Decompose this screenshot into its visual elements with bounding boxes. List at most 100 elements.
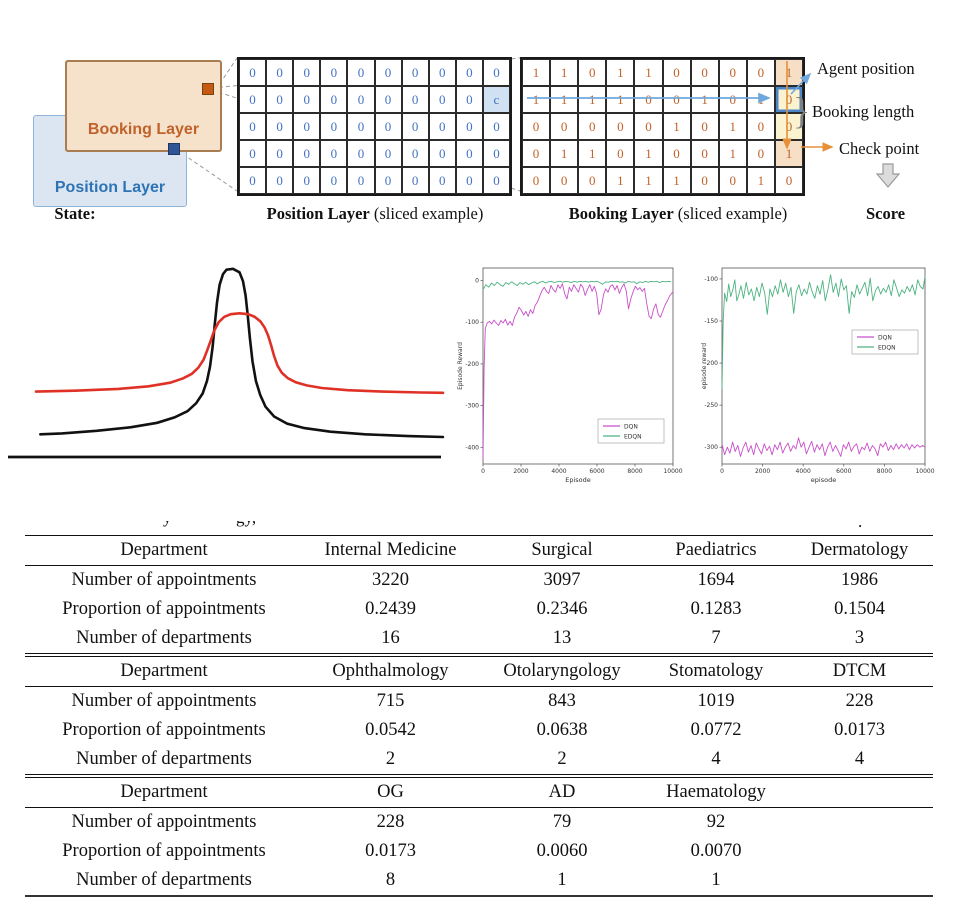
table-header-cell: Department xyxy=(25,535,303,566)
table-row: Proportion of appointments 0.2439 0.2346 0.… xyxy=(25,595,933,624)
grid-cell-r0c2: 0 xyxy=(578,59,607,86)
grid-cell-r4c7: 0 xyxy=(428,167,456,194)
grid-cell-r1c3: 1 xyxy=(606,86,635,113)
grid-cell-r3c5: 0 xyxy=(662,140,691,167)
curve-red-curve xyxy=(34,311,445,395)
table-cell: 16 xyxy=(381,628,400,648)
grid-cell-r0c2: 0 xyxy=(293,59,321,86)
schematic-distribution-plot xyxy=(8,267,445,459)
table-cell: Proportion of appointments xyxy=(62,841,266,861)
grid-cell-r4c3: 1 xyxy=(606,167,635,194)
grid-cell-r2c4: 0 xyxy=(347,113,375,140)
grid-cell-r4c7: 0 xyxy=(718,167,747,194)
table-cell: 0.0542 xyxy=(365,720,416,740)
grid-cell-r3c6: 0 xyxy=(401,140,429,167)
grid-cell-r1c0: 1 xyxy=(522,86,551,113)
table-header-cell: Haematology xyxy=(646,774,786,808)
grid-cell-r3c9: 0 xyxy=(482,140,510,167)
table-cell: 1 xyxy=(557,870,567,890)
y-axis-label: episode reward xyxy=(701,343,708,389)
grid-cell-r3c9: 1 xyxy=(774,140,803,167)
grid-cell-r1c9: c xyxy=(482,86,510,113)
grid-cell-r1c4: 0 xyxy=(347,86,375,113)
grid-cell-r0c4: 0 xyxy=(347,59,375,86)
grid-cell-r2c9: 0 xyxy=(774,113,803,140)
table-header-cell: Paediatrics xyxy=(646,535,786,566)
plot-frame xyxy=(482,267,674,465)
legend-label: DQN xyxy=(878,335,892,342)
table-cell: 228 xyxy=(376,812,405,832)
grid-cell-r4c8: 0 xyxy=(455,167,483,194)
grid-cell-r0c3: 0 xyxy=(320,59,348,86)
table-cell: 0.0772 xyxy=(690,720,742,740)
grid-cell-r3c0: 0 xyxy=(522,140,551,167)
grid-cell-r4c2: 0 xyxy=(578,167,607,194)
booking-layer-box-label: Booking Layer xyxy=(87,121,200,138)
x-tick-label: 4000 xyxy=(796,468,811,475)
check-point-label: Check point xyxy=(839,139,920,158)
table-cell: 79 xyxy=(552,812,572,832)
table-cell: Number of appointments xyxy=(71,691,257,711)
table-cell xyxy=(786,808,933,838)
series-DQN xyxy=(482,283,674,460)
booking-length-brace: } xyxy=(793,90,811,132)
table-cell xyxy=(786,866,933,896)
grid-cell-r0c9: 1 xyxy=(774,59,803,86)
table-cell: 0.2346 xyxy=(536,599,588,619)
x-tick-label: 8000 xyxy=(877,468,892,475)
grid-cell-r4c5: 0 xyxy=(374,167,402,194)
grid-cell-r1c8: 0 xyxy=(455,86,483,113)
grid-cell-r1c8: 1 xyxy=(746,86,775,113)
grid-cell-r2c8: 0 xyxy=(455,113,483,140)
grid-cell-r1c4: 0 xyxy=(634,86,663,113)
state-caption: State: xyxy=(54,204,96,223)
table-cell: 2 xyxy=(385,749,396,769)
grid-cell-r3c2: 0 xyxy=(293,140,321,167)
table-header-cell: Internal Medicine xyxy=(303,535,478,566)
table-cell: 0.1504 xyxy=(834,599,885,619)
x-tick-label: 8000 xyxy=(627,468,642,475)
grid-cell-r1c1: 1 xyxy=(550,86,579,113)
expansion-dashed-line xyxy=(176,149,238,192)
table-row: Number of appointments 715 843 1019 228 xyxy=(25,687,933,717)
grid-cell-r3c5: 0 xyxy=(374,140,402,167)
table-cell: 1 xyxy=(711,870,721,890)
x-tick-label: 0 xyxy=(481,468,485,475)
table-header-cell xyxy=(786,774,933,808)
clipped-text-fragment: y xyxy=(163,521,172,529)
grid-cell-r0c1: 0 xyxy=(266,59,294,86)
grid-cell-r2c7: 1 xyxy=(718,113,747,140)
grid-cell-r1c6: 0 xyxy=(401,86,429,113)
table-header-cell: Stomatology xyxy=(646,653,786,687)
evaluation-reward-chart: 0 2000 4000 6000 8000 10000 -100 -150 -200 -250 -3… xyxy=(701,267,935,484)
grid-cell-r1c1: 0 xyxy=(266,86,294,113)
table-cell: Number of appointments xyxy=(71,570,257,590)
grid-cell-r1c0: 0 xyxy=(239,86,267,113)
table-cell: 0.2439 xyxy=(365,599,416,619)
table-cell: 0.0060 xyxy=(536,841,588,861)
grid-cell-r1c5: 0 xyxy=(662,86,691,113)
grid-cell-r3c0: 0 xyxy=(239,140,267,167)
table-cell: 7 xyxy=(711,628,721,648)
table-cell: 1694 xyxy=(697,570,735,590)
position-layer-box-label: Position Layer xyxy=(54,179,166,196)
clipped-text-fragment: . xyxy=(858,521,862,529)
table-header-cell: Otolaryngology xyxy=(478,653,646,687)
grid-cell-r0c3: 1 xyxy=(606,59,635,86)
table-header-cell: AD xyxy=(478,774,646,808)
grid-cell-r4c6: 0 xyxy=(401,167,429,194)
grid-cell-r0c7: 0 xyxy=(428,59,456,86)
grid-cell-r2c3: 0 xyxy=(606,113,635,140)
grid-cell-r4c6: 0 xyxy=(690,167,719,194)
table-cell: 4 xyxy=(711,749,721,769)
table-cell: 3097 xyxy=(543,570,581,590)
grid-cell-r0c5: 0 xyxy=(662,59,691,86)
y-tick-label: -100 xyxy=(704,276,718,283)
x-axis-label: episode xyxy=(811,476,836,484)
table-header-cell: Dermatology xyxy=(786,535,933,566)
grid-cell-r2c7: 0 xyxy=(428,113,456,140)
grid-cell-r0c0: 0 xyxy=(239,59,267,86)
y-tick-label: -150 xyxy=(704,318,718,325)
table-header-cell: OG xyxy=(303,774,478,808)
